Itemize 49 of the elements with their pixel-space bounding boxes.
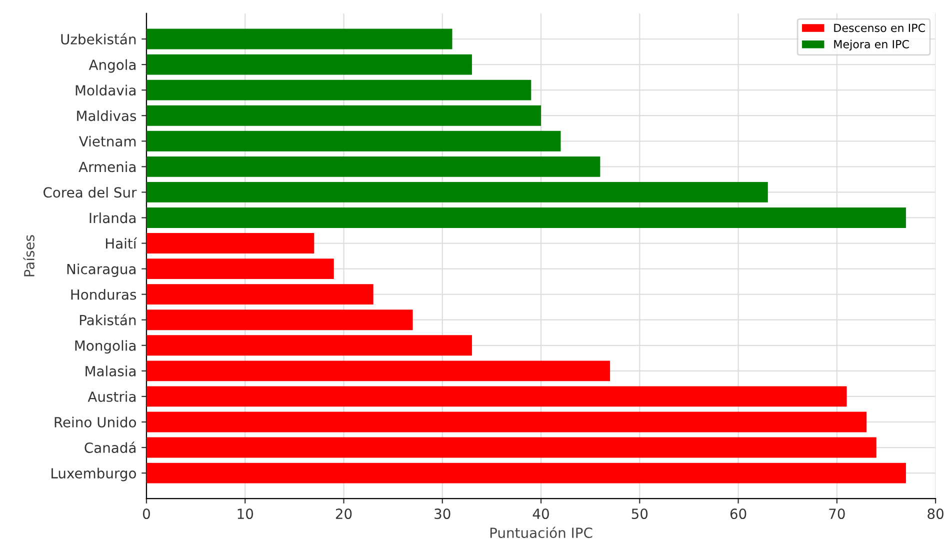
x-tick-label: 20 xyxy=(336,508,352,520)
bar xyxy=(146,54,472,75)
y-tick-label: Austria xyxy=(88,391,136,402)
bar xyxy=(146,437,876,458)
bar xyxy=(146,386,847,407)
bar xyxy=(146,412,867,432)
x-tick-label: 70 xyxy=(829,508,845,520)
y-tick-label: Vietnam xyxy=(78,136,136,147)
y-tick-label: Luxemburgo xyxy=(52,468,136,482)
bar xyxy=(146,130,561,152)
y-tick-label: Honduras xyxy=(71,289,136,300)
bar xyxy=(146,28,452,50)
x-tick-label: 50 xyxy=(632,508,648,520)
y-tick-label: Angola xyxy=(88,59,136,73)
bar xyxy=(146,258,334,280)
y-tick-label: Moldavia xyxy=(76,84,136,96)
y-tick-label: Corea del Sur xyxy=(44,186,137,198)
legend-label: Descenso en IPC xyxy=(834,24,925,32)
bar xyxy=(146,208,906,228)
y-tick-label: Nicaragua xyxy=(67,264,136,277)
bar xyxy=(146,105,542,126)
bar xyxy=(146,310,413,330)
y-tick-label: Mongolia xyxy=(75,340,136,354)
legend-label: Mejora en IPC xyxy=(834,40,909,51)
x-tick-label: 40 xyxy=(532,508,549,520)
bar xyxy=(146,233,314,254)
y-tick-label: Pakistán xyxy=(80,314,136,326)
x-tick-label: 0 xyxy=(142,508,150,520)
bar xyxy=(146,182,768,202)
bar xyxy=(146,284,374,305)
y-tick-label: Haití xyxy=(106,237,138,249)
y-axis-title: Países xyxy=(23,235,34,276)
y-tick-label: Armenia xyxy=(78,161,136,172)
bar xyxy=(146,462,906,484)
bar xyxy=(146,335,472,356)
y-tick-label: Irlanda xyxy=(90,212,136,224)
x-tick-label: 80 xyxy=(928,508,944,520)
x-tick-label: 30 xyxy=(434,508,450,520)
bar xyxy=(146,80,532,100)
bar xyxy=(146,156,600,177)
x-tick-label: 10 xyxy=(238,508,254,520)
x-tick-label: 60 xyxy=(730,508,746,520)
x-axis-title: Puntuación IPC xyxy=(490,526,592,538)
y-tick-label: Uzbekistán xyxy=(61,33,136,44)
y-tick-label: Reino Unido xyxy=(54,416,136,428)
y-tick-label: Malasia xyxy=(86,366,136,376)
bar xyxy=(146,360,610,382)
y-tick-label: Maldivas xyxy=(77,110,136,122)
y-tick-label: Canadá xyxy=(84,442,136,453)
